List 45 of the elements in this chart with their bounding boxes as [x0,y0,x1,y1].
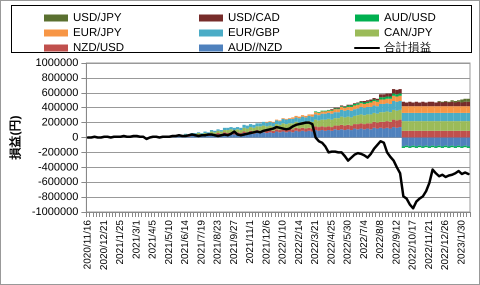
legend-label: NZD/USD [73,42,124,54]
y-tick-label: 400000 [42,102,78,114]
y-tick-label: -800000 [38,191,78,204]
y-axis-title: 損益(円) [8,116,22,160]
x-tick-label: 2022/3/21 [310,220,322,264]
x-tick-label: 2021/5/10 [164,220,175,264]
x-tick-label: 2022/2/14 [294,220,305,264]
legend-label: AUD/USD [384,12,436,24]
legend-label: 合計損益 [384,40,432,54]
x-tick-label: 2022/5/30 [342,220,354,264]
y-tick-label: -400000 [38,161,78,174]
y-tick-label: 200000 [42,116,78,129]
x-tick-label: 2021/12/6 [261,220,272,264]
y-tick-label: -1000000 [32,206,78,218]
x-tick-label: 2021/3/1 [131,220,142,259]
x-tick-label: 2021/6/14 [180,220,192,264]
legend-label: USD/JPY [73,12,122,24]
x-tick-label: 2022/8/8 [375,220,386,259]
y-tick-label: 800000 [42,72,78,84]
legend-label: EUR/GBP [228,27,280,39]
x-tick-label: 2022/12/26 [440,220,452,270]
y-tick-label: -200000 [38,146,78,158]
x-tick-label: 2021/11/1 [245,220,256,264]
x-tick-label: 2020/12/21 [98,220,110,270]
legend-label: AUD//NZD [228,42,282,54]
x-tick-label: 2022/7/4 [358,220,370,259]
x-tick-label: 2020/11/16 [82,220,94,270]
x-tick-label: 2021/9/27 [228,220,240,264]
legend-label: EUR/JPY [73,27,122,39]
y-tick-label: 1000000 [36,57,78,69]
x-tick-label: 2023/1/30 [456,220,468,264]
x-tick-label: 2022/11/21 [424,220,435,270]
x-tick-label: 2022/4/25 [326,220,338,264]
x-tick-label: 2022/9/12 [391,220,402,264]
y-tick-label: 0 [72,132,78,144]
x-tick-label: 2021/1/25 [115,220,126,264]
y-tick-label: 600000 [42,86,78,99]
x-tick-label: 2021/8/23 [212,220,224,264]
legend-label: USD/CAD [228,12,280,24]
x-tick-label: 2022/1/10 [278,220,289,264]
y-tick-label: -600000 [38,176,78,188]
x-tick-label: 2021/7/19 [196,220,208,264]
x-tick-label: 2022/10/17 [408,220,419,270]
x-tick-label: 2021/4/5 [148,220,159,259]
legend-label: CAN/JPY [384,27,433,39]
